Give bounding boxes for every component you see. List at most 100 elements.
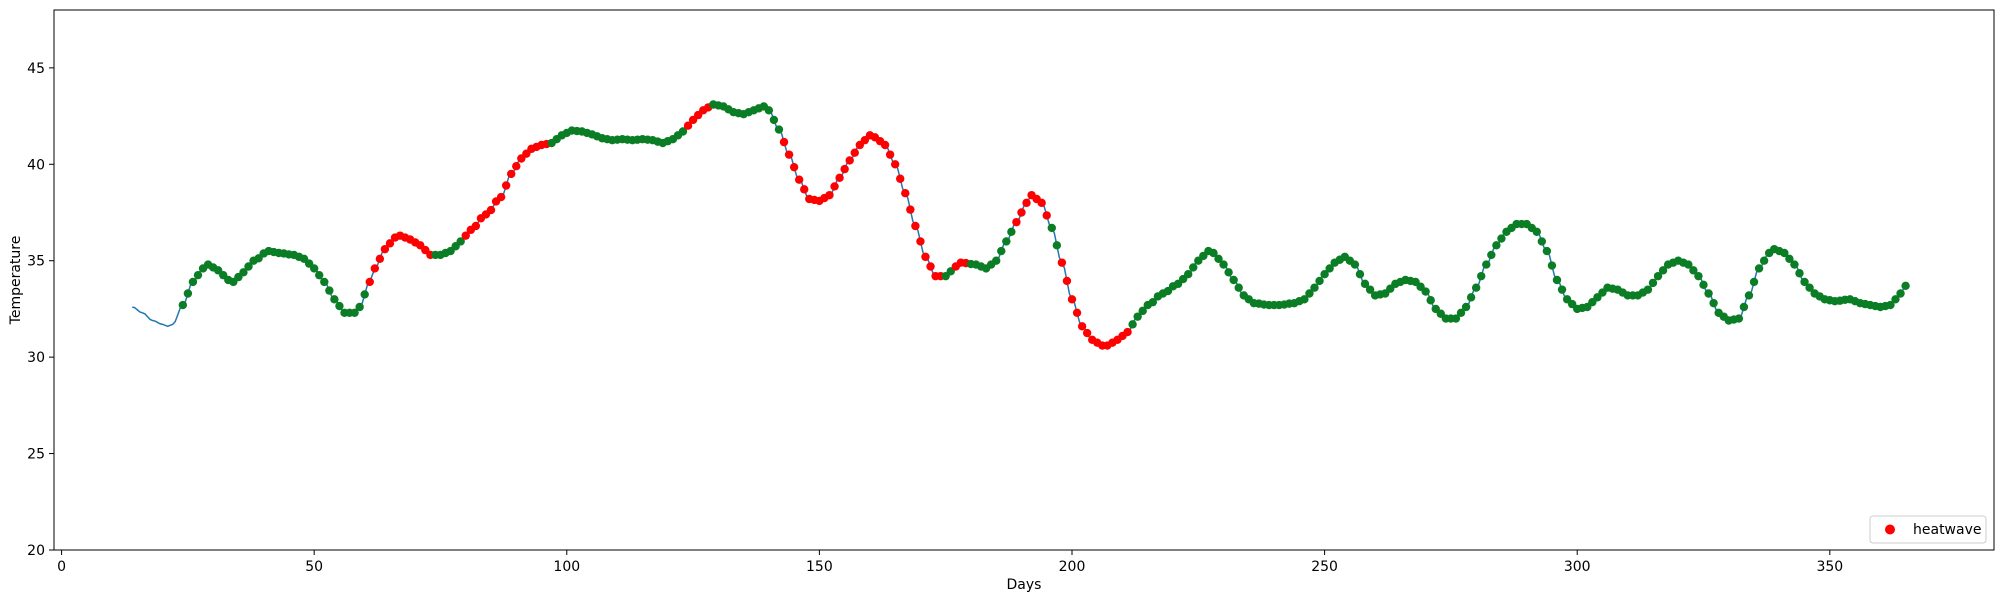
normal-point: [1497, 234, 1506, 243]
y-tick-label: 45: [27, 61, 45, 77]
normal-point: [997, 246, 1006, 256]
heatwave-point: [850, 148, 859, 157]
normal-point: [188, 277, 198, 287]
normal-point: [1209, 248, 1218, 258]
y-tick-label: 30: [27, 350, 45, 366]
heatwave-point: [375, 254, 385, 263]
heatwave-point: [789, 162, 799, 172]
heatwave-point: [1082, 328, 1092, 338]
normal-point: [1537, 237, 1547, 246]
normal-point: [350, 308, 359, 317]
heatwave-point: [784, 150, 794, 159]
heatwave-point: [461, 231, 470, 240]
normal-point: [1896, 289, 1905, 298]
normal-point: [1466, 293, 1476, 302]
heatwave-point: [471, 221, 481, 231]
normal-point: [1785, 254, 1794, 263]
normal-point: [315, 270, 324, 280]
normal-point: [1699, 280, 1708, 290]
legend-box: [1869, 515, 1987, 544]
heatwave-point: [365, 277, 374, 287]
normal-point: [1138, 306, 1147, 316]
normal-point: [1456, 308, 1466, 317]
normal-point: [1734, 314, 1744, 323]
normal-point: [1648, 278, 1658, 288]
heatwave-point: [1057, 258, 1067, 267]
y-tick-label: 35: [27, 254, 45, 270]
plot-area: [54, 10, 1994, 550]
heatwave-point: [911, 221, 920, 231]
normal-point: [309, 264, 319, 273]
normal-point: [1214, 254, 1223, 263]
normal-point: [1709, 298, 1718, 308]
normal-point: [1552, 275, 1562, 285]
normal-point: [193, 270, 203, 280]
y-tick-label: 25: [27, 447, 45, 463]
normal-point: [1658, 266, 1668, 275]
normal-point: [1891, 295, 1900, 304]
legend-heatwave-label: heatwave: [1913, 522, 1981, 538]
heatwave-point: [890, 160, 900, 169]
heatwave-point: [835, 173, 844, 182]
normal-point: [1315, 276, 1324, 286]
heatwave-point: [800, 185, 809, 194]
normal-point: [1653, 271, 1663, 281]
normal-point: [1694, 271, 1703, 281]
normal-point: [1305, 289, 1314, 298]
normal-point: [1759, 256, 1769, 265]
heatwave-point: [370, 264, 380, 273]
normal-point: [1300, 295, 1309, 304]
heatwave-point: [901, 189, 910, 198]
normal-point: [320, 277, 329, 287]
normal-point: [335, 301, 344, 311]
y-tick-label: 20: [27, 543, 45, 559]
normal-point: [1795, 269, 1804, 278]
normal-point: [325, 286, 334, 295]
heatwave-point: [1037, 198, 1046, 208]
heatwave-point: [507, 169, 516, 179]
x-tick-label: 200: [1059, 559, 1086, 575]
normal-point: [764, 106, 774, 115]
heatwave-point: [921, 252, 930, 262]
x-tick-label: 250: [1311, 559, 1338, 575]
normal-point: [769, 115, 779, 125]
normal-point: [1148, 297, 1158, 307]
y-axis-label: Temperature: [8, 236, 24, 326]
heatwave-point: [1017, 208, 1026, 217]
heatwave-point: [825, 190, 834, 200]
heatwave-point: [486, 205, 496, 215]
x-tick-label: 150: [806, 559, 833, 575]
normal-point: [1052, 241, 1062, 250]
normal-point: [1684, 260, 1693, 269]
x-tick-label: 300: [1564, 559, 1591, 575]
normal-point: [1355, 270, 1365, 279]
heatwave-point: [880, 140, 890, 150]
normal-point: [1643, 285, 1653, 294]
heatwave-point: [794, 175, 804, 184]
heatwave-point: [1022, 198, 1031, 208]
heatwave-point: [840, 164, 849, 174]
normal-point: [1547, 261, 1557, 270]
normal-point: [1451, 314, 1461, 323]
normal-point: [1320, 270, 1329, 279]
heatwave-point: [380, 244, 390, 254]
normal-point: [1002, 237, 1011, 246]
plot-frame: [53, 9, 1995, 551]
normal-point: [1007, 227, 1016, 236]
heatwave-point: [885, 150, 895, 159]
normal-point: [1704, 289, 1713, 298]
legend-heatwave-marker: [1885, 524, 1895, 535]
heatwave-point: [1062, 276, 1072, 286]
normal-point: [1492, 241, 1501, 250]
heatwave-point: [385, 239, 395, 248]
normal-point: [1421, 287, 1430, 296]
normal-point: [1780, 248, 1789, 258]
normal-point: [1744, 291, 1754, 300]
normal-point: [1219, 260, 1228, 269]
normal-point: [360, 290, 369, 299]
heatwave-point: [501, 181, 511, 190]
normal-point: [1461, 302, 1471, 312]
y-axis-ticks: 20 25 30 35 40 45: [27, 61, 54, 559]
normal-point: [1790, 260, 1799, 269]
